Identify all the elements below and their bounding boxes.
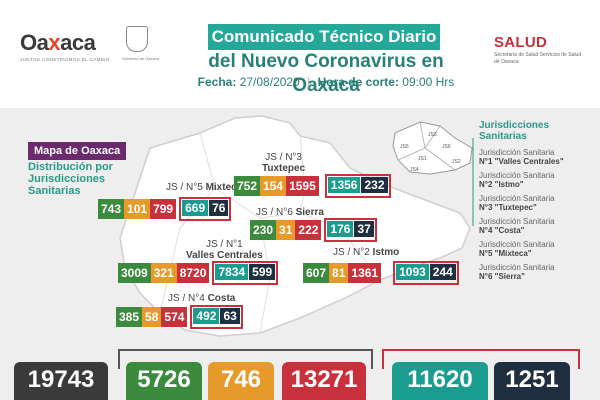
value-cell: 81: [329, 263, 349, 283]
mini-label-js6: JS6: [442, 144, 451, 150]
bracket-left: [118, 349, 373, 369]
outlined-group: 1093 244: [393, 261, 459, 285]
value-cell: 230: [250, 220, 277, 240]
main-panel: JS5 JS3 JS6 JS1 JS2 JS4 Mapa de Oaxaca D…: [0, 108, 600, 400]
hora-value: 09:00 Hrs: [402, 75, 455, 89]
mini-label-js5: JS5: [400, 144, 409, 150]
total-orange: 746: [208, 362, 274, 400]
value-cell: 154: [260, 176, 287, 196]
list-item: Jurisdicción Sanitaria N°4 "Costa": [479, 217, 555, 235]
region-row-js1: 3009 321 8720 7834 599: [118, 261, 279, 285]
list-item: Jurisdicción Sanitaria N°1 "Valles Centra…: [479, 148, 564, 166]
jurisdicciones-title: Jurisdicciones Sanitarias: [479, 120, 550, 142]
value-cell: 3009: [118, 263, 151, 283]
value-cell: 607: [303, 263, 330, 283]
fecha-value: 27/08/2020: [239, 75, 300, 89]
total-cases: 19743: [14, 362, 108, 400]
value-cell: 37: [354, 221, 374, 237]
logo-tagline: JUNTOS CONSTRUIMOS EL CAMBIO: [20, 57, 110, 62]
hora-label: Hora de corte:: [317, 75, 399, 89]
region-row-js3: 752 154 1595 1356 232: [234, 174, 391, 198]
value-cell: 321: [150, 263, 177, 283]
fecha-label: Fecha:: [197, 75, 237, 89]
value-cell: 101: [124, 199, 151, 219]
list-item: Jurisdicción Sanitaria N°3 "Tuxtepec": [479, 194, 555, 212]
value-cell: 752: [234, 176, 261, 196]
salud-logo: SALUD: [494, 34, 548, 51]
value-cell: 799: [150, 199, 177, 219]
value-cell: 1595: [286, 176, 319, 196]
map-subtitle: Distribución por Jurisdicciones Sanitari…: [28, 161, 113, 197]
value-cell: 76: [209, 200, 229, 216]
label-js4: JS / N°4 Costa: [168, 293, 236, 304]
value-cell: 1361: [348, 263, 382, 283]
label-js3: JS / N°3 Tuxtepec: [262, 152, 306, 174]
title-line-2: del Nuevo Coronavirus en Oaxaca: [208, 51, 444, 96]
value-cell: 244: [429, 264, 456, 280]
outlined-group: 669 76: [179, 197, 232, 221]
list-item: Jurisdicción Sanitaria N°6 "Sierra": [479, 263, 555, 281]
logo-wordmark: Oaxaca: [20, 30, 96, 55]
value-cell: 599: [249, 264, 276, 280]
outlined-group: 7834 599: [212, 261, 279, 285]
seal-caption: Gobierno de Oaxaca: [122, 56, 159, 61]
value-cell: 222: [295, 220, 322, 240]
salud-subtitle: Secretaría de Salud Servicios de Salud d…: [494, 52, 581, 65]
region-row-js6: 230 31 222 176 37: [250, 218, 377, 242]
total-red: 13271: [282, 362, 366, 400]
value-cell: 385: [116, 307, 143, 327]
value-cell: 58: [142, 307, 162, 327]
region-row-js2: 607 81 1361 1093 244: [303, 261, 459, 285]
total-navy: 1251: [494, 362, 570, 400]
mini-map-divider: [397, 121, 456, 171]
label-js2: JS / N°2 Istmo: [333, 247, 400, 258]
region-row-js5: 743 101 799 669 76: [98, 197, 232, 221]
value-cell: 7834: [215, 264, 249, 280]
map-badge: Mapa de Oaxaca: [28, 142, 127, 160]
mini-label-js3: JS3: [428, 132, 437, 138]
jurisdicciones-list: Jurisdicción Sanitaria N°1 "Valles Centra…: [479, 148, 597, 286]
outlined-group: 492 63: [190, 305, 243, 329]
label-js5: JS / N°5 Mixteca: [166, 182, 243, 193]
label-js6: JS / N°6 Sierra: [256, 207, 324, 218]
mini-label-js2: JS2: [452, 159, 461, 165]
outlined-group: 176 37: [324, 218, 377, 242]
government-seal-icon: [126, 26, 148, 52]
value-cell: 1093: [396, 264, 429, 280]
value-cell: 31: [276, 220, 296, 240]
value-cell: 669: [182, 200, 209, 216]
title-line-1: Comunicado Técnico Diario: [208, 24, 440, 50]
region-row-js4: 385 58 574 492 63: [116, 305, 243, 329]
total-green: 5726: [126, 362, 202, 400]
value-cell: 743: [98, 199, 125, 219]
list-item: Jurisdicción Sanitaria N°5 "Mixteca": [479, 240, 555, 258]
value-cell: 232: [361, 177, 388, 193]
value-cell: 492: [193, 308, 220, 324]
value-cell: 574: [161, 307, 188, 327]
value-cell: 8720: [176, 263, 210, 283]
total-teal: 11620: [392, 362, 488, 400]
value-cell: 63: [220, 308, 240, 324]
header: Oaxaca JUNTOS CONSTRUIMOS EL CAMBIO Gobi…: [0, 0, 600, 108]
date-separator: |: [307, 75, 311, 89]
oaxaca-logo: Oaxaca JUNTOS CONSTRUIMOS EL CAMBIO: [20, 30, 120, 62]
mini-label-js1: JS1: [418, 156, 427, 162]
date-line: Fecha: 27/08/2020 | Hora de corte: 09:00…: [176, 75, 476, 89]
mini-map-outline: [392, 121, 473, 175]
value-cell: 176: [327, 221, 354, 237]
value-cell: 1356: [327, 177, 361, 193]
bracket-right: [382, 349, 580, 369]
mini-label-js4: JS4: [410, 167, 419, 173]
outlined-group: 1356 232: [324, 174, 391, 198]
list-item: Jurisdicción Sanitaria N°2 "Istmo": [479, 171, 555, 189]
label-js1: JS / N°1 Valles Centrales: [186, 239, 263, 261]
